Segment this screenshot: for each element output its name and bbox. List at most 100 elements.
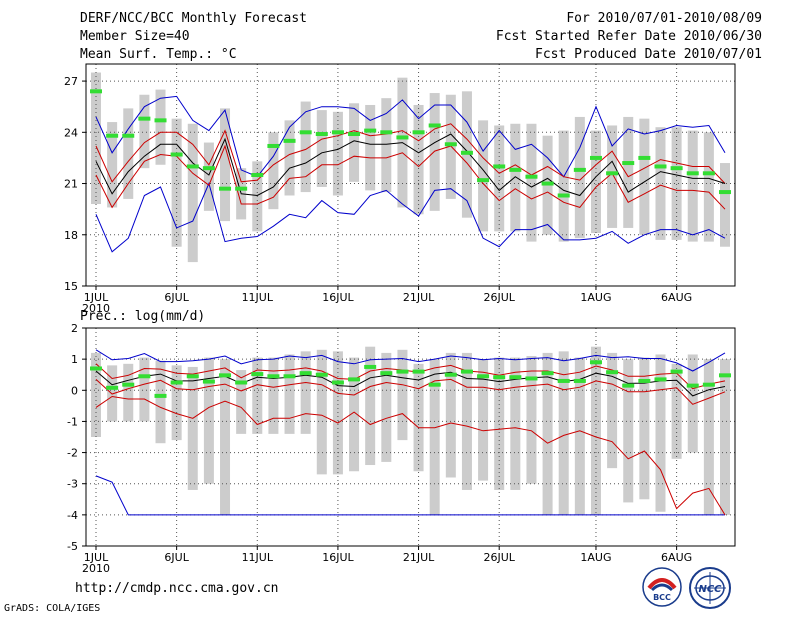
p1-ensemble-box <box>139 94 150 169</box>
forecast-period: For 2010/07/01-2010/08/09 <box>566 11 762 26</box>
p1-min-line <box>95 181 726 253</box>
p2-obs-marker <box>138 374 151 379</box>
source-url[interactable]: http://cmdp.ncc.cma.gov.cn <box>75 581 279 596</box>
p2-ensemble-box <box>349 357 360 472</box>
p1-obs-marker <box>444 142 457 147</box>
p2-obs-marker <box>702 382 715 387</box>
p2-obs-marker <box>396 369 409 374</box>
p2-obs-marker <box>460 369 473 374</box>
p1-obs-marker <box>509 167 522 172</box>
p1-obs-marker <box>412 130 425 135</box>
p1-obs-marker <box>315 132 328 137</box>
p1-ensemble-box <box>445 94 456 199</box>
p1-ytick-label: 18 <box>64 229 78 242</box>
p2-obs-marker <box>251 372 264 377</box>
p1-ytick-label: 15 <box>64 280 78 293</box>
p2-xtick-label: 1JUL <box>84 551 109 564</box>
p1-obs-marker <box>719 190 731 195</box>
p2-xtick-label: 21JUL <box>403 551 435 564</box>
p2-ensemble-box <box>155 360 166 444</box>
p2-obs-marker <box>719 373 731 378</box>
p1-obs-marker <box>299 130 312 135</box>
p1-obs-marker <box>235 186 248 191</box>
p2-plot-frame <box>85 327 736 547</box>
p1-obs-marker <box>622 161 635 166</box>
p2-obs-marker <box>444 372 457 377</box>
p2-ensemble-box <box>123 363 134 422</box>
p1-ensemble-box <box>623 116 634 228</box>
p2-ensemble-box <box>687 354 698 453</box>
p2-obs-marker <box>364 364 377 369</box>
p2-obs-marker <box>509 375 522 380</box>
p1-plot-frame <box>85 63 736 287</box>
p1-ensemble-box <box>349 103 360 182</box>
p1-ensemble-box <box>107 122 118 208</box>
p1-obs-marker <box>396 135 409 140</box>
p2-lower-line <box>95 378 726 405</box>
p1-obs-marker <box>428 123 441 128</box>
p2-ensemble-box <box>300 351 311 434</box>
p2-obs-marker <box>606 370 619 375</box>
p1-ensemble-box <box>332 111 343 196</box>
variable-label-temp: Mean Surf. Temp.: °C <box>80 47 237 62</box>
p2-spread-low-line <box>95 395 726 516</box>
p1-obs-marker <box>541 181 554 186</box>
p2-ensemble-box <box>494 357 505 490</box>
p2-ensemble-box <box>139 357 150 422</box>
p2-ensemble-box <box>590 346 601 515</box>
p1-ensemble-box <box>268 132 279 210</box>
p2-xtick-label: 11JUL <box>242 551 274 564</box>
p2-ensemble-box <box>203 357 214 484</box>
p2-ensemble-box <box>558 351 569 515</box>
p1-ensemble-box <box>671 127 682 240</box>
p2-ensemble-box <box>671 363 682 459</box>
p1-mean-line <box>95 133 726 197</box>
bcc-logo-text: BCC <box>653 593 671 602</box>
p1-obs-marker <box>283 138 296 143</box>
p1-obs-marker <box>670 166 683 171</box>
p2-ensemble-box <box>316 349 327 475</box>
p1-ensemble-box <box>155 89 166 165</box>
p1-ensemble-box <box>220 108 231 222</box>
p2-obs-marker <box>477 374 490 379</box>
p1-obs-marker <box>380 130 393 135</box>
p2-ytick-label: 1 <box>71 353 78 366</box>
p2-obs-marker <box>638 378 651 383</box>
p2-obs-marker <box>90 366 102 371</box>
p2-ensemble-box <box>268 357 279 434</box>
p2-ytick-label: -4 <box>67 509 78 522</box>
p2-ensemble-box <box>171 365 182 441</box>
p1-xtick-label: 16JUL <box>322 291 354 304</box>
p1-obs-marker <box>493 164 506 169</box>
p2-ensemble-box <box>607 352 618 469</box>
p1-obs-marker <box>702 171 715 176</box>
p2-obs-marker <box>428 382 441 387</box>
p1-ytick-label: 27 <box>64 75 78 88</box>
p1-obs-marker <box>525 174 538 179</box>
p1-obs-marker <box>154 118 167 123</box>
p2-ytick-label: -1 <box>67 415 78 428</box>
p1-ensemble-box <box>381 98 392 193</box>
p2-ensemble-box <box>381 352 392 462</box>
p2-min-line <box>95 475 725 516</box>
p2-ensemble-box <box>720 359 730 515</box>
p2-upper-line <box>95 363 726 390</box>
p1-ensemble-box <box>703 132 714 242</box>
p1-ensemble-box <box>720 163 730 247</box>
p2-obs-marker <box>299 371 312 376</box>
p1-ensemble-box <box>316 110 327 187</box>
p1-xtick-label: 6AUG <box>661 291 692 304</box>
p2-ensemble-box <box>639 357 650 500</box>
p2-obs-marker <box>154 393 167 398</box>
p1-lower-line <box>95 144 726 210</box>
p2-obs-marker <box>622 383 635 388</box>
p1-obs-marker <box>138 116 151 121</box>
p2-ensemble-box <box>542 352 553 515</box>
p2-obs-marker <box>348 377 361 382</box>
p1-ensemble-box <box>590 130 601 234</box>
p2-obs-marker <box>202 379 215 384</box>
p2-obs-marker <box>541 371 554 376</box>
p2-xtick-label: 6AUG <box>661 551 692 564</box>
p2-obs-marker <box>122 382 135 387</box>
p2-xtick-label: 1AUG <box>580 551 611 564</box>
